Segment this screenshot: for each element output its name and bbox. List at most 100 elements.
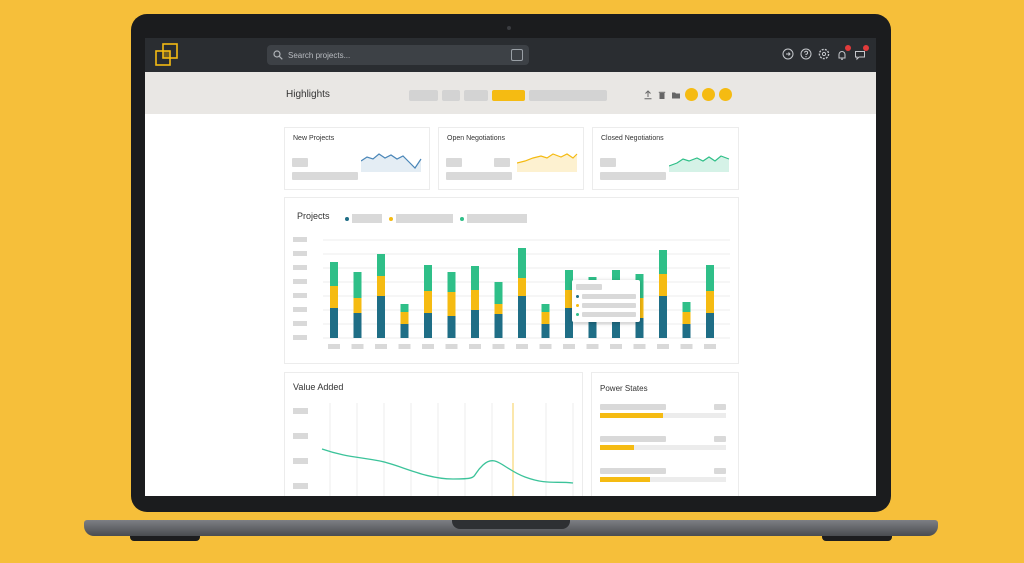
legend-item-1[interactable] bbox=[345, 210, 382, 228]
x-tick-placeholder bbox=[375, 344, 387, 349]
bar-segment-10-2[interactable] bbox=[541, 312, 550, 324]
bar-segment-4-2[interactable] bbox=[400, 312, 409, 324]
bar-segment-1-1[interactable] bbox=[330, 308, 338, 338]
folder-icon[interactable] bbox=[671, 90, 681, 100]
x-tick-placeholder bbox=[704, 344, 716, 349]
bar-segment-9-3[interactable] bbox=[518, 248, 526, 278]
bar-segment-8-1[interactable] bbox=[494, 314, 503, 338]
tab-1[interactable] bbox=[409, 90, 438, 101]
bar-segment-2-2[interactable] bbox=[353, 298, 362, 313]
bar-segment-17-1[interactable] bbox=[706, 313, 714, 338]
bar-segment-13-1[interactable] bbox=[612, 308, 620, 338]
tab-active[interactable] bbox=[492, 90, 525, 101]
bar-segment-8-2[interactable] bbox=[494, 304, 503, 314]
notifications-button[interactable] bbox=[836, 45, 851, 60]
search-input[interactable] bbox=[288, 50, 511, 60]
messages-button[interactable] bbox=[854, 45, 869, 61]
settings-icon[interactable] bbox=[818, 48, 830, 60]
bar-segment-3-3[interactable] bbox=[377, 254, 385, 276]
logo-icon[interactable] bbox=[155, 43, 181, 67]
bar-segment-2-1[interactable] bbox=[353, 313, 362, 338]
sub-header: Highlights bbox=[145, 72, 876, 114]
power-state-fill bbox=[600, 445, 634, 450]
bar-segment-7-2[interactable] bbox=[471, 290, 479, 310]
tooltip-dot bbox=[576, 295, 579, 298]
bar-segment-17-2[interactable] bbox=[706, 291, 714, 313]
document-button[interactable] bbox=[719, 88, 732, 101]
power-state-track bbox=[600, 477, 726, 482]
power-state-row[interactable] bbox=[600, 404, 726, 420]
folder-button[interactable] bbox=[685, 88, 698, 101]
bar-segment-1-3[interactable] bbox=[330, 262, 338, 286]
bar-segment-8-3[interactable] bbox=[494, 282, 503, 304]
bar-segment-15-2[interactable] bbox=[659, 274, 667, 296]
bar-segment-11-1[interactable] bbox=[565, 308, 573, 338]
bar-segment-10-3[interactable] bbox=[541, 304, 550, 312]
sparkline-closed-negotiations bbox=[669, 155, 730, 172]
y-tick-placeholder bbox=[293, 237, 307, 242]
bar-segment-3-2[interactable] bbox=[377, 276, 385, 296]
bar-segment-10-1[interactable] bbox=[541, 324, 550, 338]
bar-segment-9-1[interactable] bbox=[518, 296, 526, 338]
bar-segment-2-3[interactable] bbox=[353, 272, 362, 298]
bar-segment-7-3[interactable] bbox=[471, 266, 479, 290]
bar-segment-4-3[interactable] bbox=[400, 304, 409, 312]
legend-item-3[interactable] bbox=[460, 210, 527, 228]
bar-segment-16-2[interactable] bbox=[682, 312, 691, 324]
bar-segment-7-1[interactable] bbox=[471, 310, 479, 338]
filter-icon[interactable] bbox=[511, 49, 523, 61]
x-tick-placeholder bbox=[398, 344, 411, 349]
trash-icon[interactable] bbox=[657, 90, 667, 100]
bar-segment-17-3[interactable] bbox=[706, 265, 714, 291]
kpi-card-open-negotiations[interactable]: Open Negotiations bbox=[438, 127, 584, 190]
bar-segment-9-2[interactable] bbox=[518, 278, 526, 296]
y-tick-placeholder bbox=[293, 265, 307, 270]
power-state-row[interactable] bbox=[600, 468, 726, 484]
bar-segment-16-3[interactable] bbox=[682, 302, 691, 312]
y-tick-placeholder bbox=[293, 251, 307, 256]
x-tick-placeholder bbox=[563, 344, 575, 349]
bar-segment-5-2[interactable] bbox=[424, 291, 432, 313]
kpi-card-new-projects[interactable]: New Projects bbox=[284, 127, 430, 190]
bar-segment-15-1[interactable] bbox=[659, 296, 667, 338]
power-state-row[interactable] bbox=[600, 436, 726, 452]
x-tick-placeholder bbox=[445, 344, 458, 349]
add-button[interactable] bbox=[702, 88, 715, 101]
bar-segment-4-1[interactable] bbox=[400, 324, 409, 338]
bar-segment-3-1[interactable] bbox=[377, 296, 385, 338]
power-states-card: Power States bbox=[591, 372, 739, 496]
bar-segment-12-1[interactable] bbox=[588, 313, 597, 338]
x-tick-placeholder bbox=[492, 344, 505, 349]
projects-legend bbox=[345, 210, 527, 228]
bar-segment-6-2[interactable] bbox=[447, 292, 456, 316]
tab-5[interactable] bbox=[529, 90, 607, 101]
tab-3[interactable] bbox=[464, 90, 488, 101]
kpi-delta-placeholder bbox=[494, 158, 510, 167]
screen: Highlights New Projects bbox=[145, 38, 876, 496]
kpi-title: Closed Negotiations bbox=[601, 135, 664, 142]
power-state-label-placeholder bbox=[600, 404, 666, 410]
bar-segment-13-3[interactable] bbox=[612, 270, 620, 288]
legend-item-2[interactable] bbox=[389, 210, 453, 228]
tab-2[interactable] bbox=[442, 90, 460, 101]
logout-icon[interactable] bbox=[782, 48, 794, 60]
bar-segment-5-3[interactable] bbox=[424, 265, 432, 291]
bar-segment-14-1[interactable] bbox=[635, 318, 644, 338]
kpi-title: New Projects bbox=[293, 135, 335, 142]
help-icon[interactable] bbox=[800, 48, 812, 60]
tooltip-title-placeholder bbox=[576, 284, 602, 290]
bar-segment-16-1[interactable] bbox=[682, 324, 691, 338]
y-tick-placeholder bbox=[293, 307, 307, 312]
kpi-value-placeholder bbox=[292, 158, 308, 167]
power-state-label-placeholder bbox=[600, 468, 666, 474]
bar-segment-15-3[interactable] bbox=[659, 250, 667, 274]
y-tick-placeholder bbox=[293, 321, 307, 326]
bar-segment-1-2[interactable] bbox=[330, 286, 338, 308]
kpi-card-closed-negotiations[interactable]: Closed Negotiations bbox=[592, 127, 739, 190]
bar-segment-6-1[interactable] bbox=[447, 316, 456, 338]
bar-segment-5-1[interactable] bbox=[424, 313, 432, 338]
bar-segment-11-2[interactable] bbox=[565, 290, 573, 308]
bar-segment-6-3[interactable] bbox=[447, 272, 456, 292]
upload-icon[interactable] bbox=[643, 89, 653, 100]
bar-segment-11-3[interactable] bbox=[565, 270, 573, 290]
